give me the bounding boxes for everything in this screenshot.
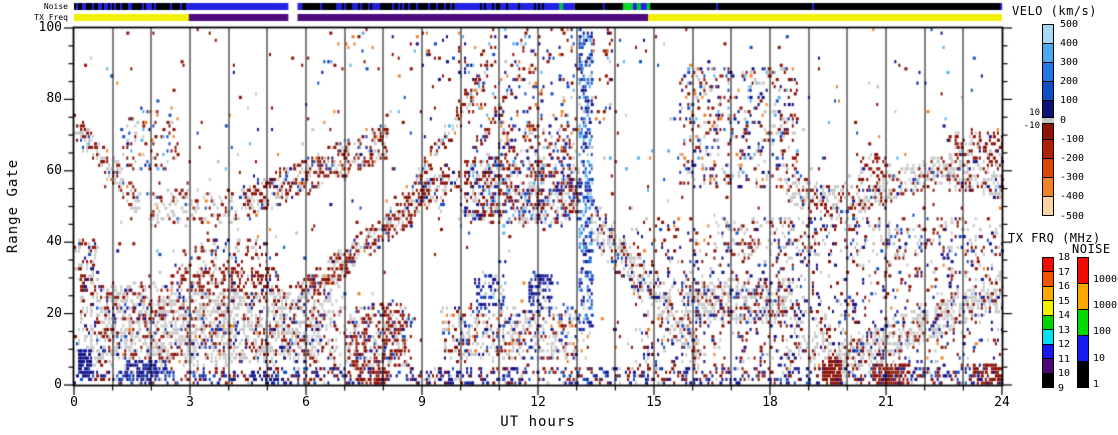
colorbar-tick-label: -200: [1060, 152, 1085, 164]
noise-colorbar: [1077, 257, 1089, 388]
colorbar-segment: [1078, 283, 1088, 309]
colorbar-tick-label: 11: [1058, 353, 1071, 365]
y-tick-label: 40: [46, 234, 62, 250]
colorbar-segment: [1043, 62, 1053, 82]
y-tick-label: 20: [46, 305, 62, 321]
noise-bar-label: Noise: [43, 2, 68, 11]
ground-scatter-upper-label: 10: [1029, 108, 1040, 118]
x-tick-label: 12: [530, 395, 546, 410]
x-tick-label: 15: [646, 395, 662, 410]
velocity-colorbar: [1042, 24, 1054, 216]
colorbar-tick-label: 14: [1058, 310, 1071, 322]
tx-freq-legend-title: TX FRQ (MHz): [1008, 231, 1101, 245]
colorbar-segment: [1043, 100, 1053, 120]
y-axis-title: Range Gate: [5, 158, 21, 254]
colorbar-tick-label: 100: [1093, 326, 1112, 338]
tx-freq-bar-label: TX Freq: [34, 13, 68, 22]
colorbar-segment: [1043, 258, 1053, 272]
colorbar-tick-label: -400: [1060, 191, 1085, 203]
x-tick-label: 6: [302, 395, 310, 410]
y-tick-label: 80: [46, 91, 62, 107]
tx-freq-colorbar: [1042, 257, 1054, 388]
tx-freq-status-bar: [73, 14, 1003, 21]
colorbar-tick-label: 100: [1060, 95, 1079, 107]
colorbar-segment: [1043, 314, 1053, 330]
colorbar-tick-label: 16: [1058, 281, 1071, 293]
colorbar-segment: [1043, 271, 1053, 286]
colorbar-tick-label: 1: [1093, 378, 1100, 390]
noise-status-bar: [73, 3, 1003, 10]
colorbar-segment: [1043, 81, 1053, 101]
colorbar-segment: [1078, 309, 1088, 335]
colorbar-segment: [1043, 343, 1053, 359]
ground-scatter-band: [1042, 117, 1054, 124]
colorbar-segment: [1043, 285, 1053, 301]
colorbar-tick-label: -300: [1060, 172, 1085, 184]
colorbar-tick-label: 10: [1093, 352, 1106, 364]
y-tick-label: 60: [46, 162, 62, 178]
colorbar-segment: [1078, 335, 1088, 361]
colorbar-segment: [1043, 25, 1053, 44]
x-tick-label: 21: [878, 395, 894, 410]
x-tick-label: 18: [762, 395, 778, 410]
noise-legend-title: NOISE: [1072, 242, 1111, 256]
x-tick-label: 0: [70, 395, 78, 410]
colorbar-segment: [1043, 195, 1053, 215]
colorbar-tick-label: 1000: [1093, 300, 1118, 312]
colorbar-tick-label: -500: [1060, 210, 1085, 222]
colorbar-tick-label: 0: [1060, 114, 1067, 126]
colorbar-tick-label: -100: [1060, 133, 1085, 145]
x-tick-label: 9: [418, 395, 426, 410]
colorbar-tick-label: 300: [1060, 56, 1079, 68]
colorbar-segment: [1078, 258, 1088, 283]
colorbar-segment: [1043, 138, 1053, 158]
colorbar-segment: [1043, 300, 1053, 315]
colorbar-tick-label: 12: [1058, 339, 1071, 351]
colorbar-segment: [1078, 361, 1088, 387]
colorbar-tick-label: 18: [1058, 252, 1071, 263]
colorbar-tick-label: 500: [1060, 18, 1079, 30]
velocity-legend-title: VELO (km/s): [1012, 4, 1097, 18]
colorbar-tick-label: 13: [1058, 324, 1071, 336]
colorbar-tick-label: 17: [1058, 266, 1071, 278]
y-tick-label: 0: [54, 377, 62, 392]
x-tick-label: 24: [994, 395, 1010, 410]
colorbar-tick-label: 10: [1058, 368, 1071, 380]
colorbar-segment: [1043, 157, 1053, 177]
colorbar-tick-label: 400: [1060, 37, 1079, 49]
colorbar-segment: [1043, 43, 1053, 63]
colorbar-segment: [1043, 358, 1053, 373]
colorbar-tick-label: 200: [1060, 76, 1079, 88]
colorbar-tick-label: 9: [1058, 383, 1065, 395]
y-tick-label: 100: [38, 20, 62, 35]
colorbar-segment: [1043, 329, 1053, 344]
colorbar-tick-label: 15: [1058, 295, 1071, 307]
x-axis-title: UT hours: [500, 414, 576, 430]
ground-scatter-lower-label: -10: [1023, 121, 1040, 131]
colorbar-tick-label: 10000: [1093, 274, 1118, 285]
colorbar-segment: [1043, 372, 1053, 387]
x-tick-label: 3: [186, 395, 194, 410]
colorbar-segment: [1043, 176, 1053, 196]
